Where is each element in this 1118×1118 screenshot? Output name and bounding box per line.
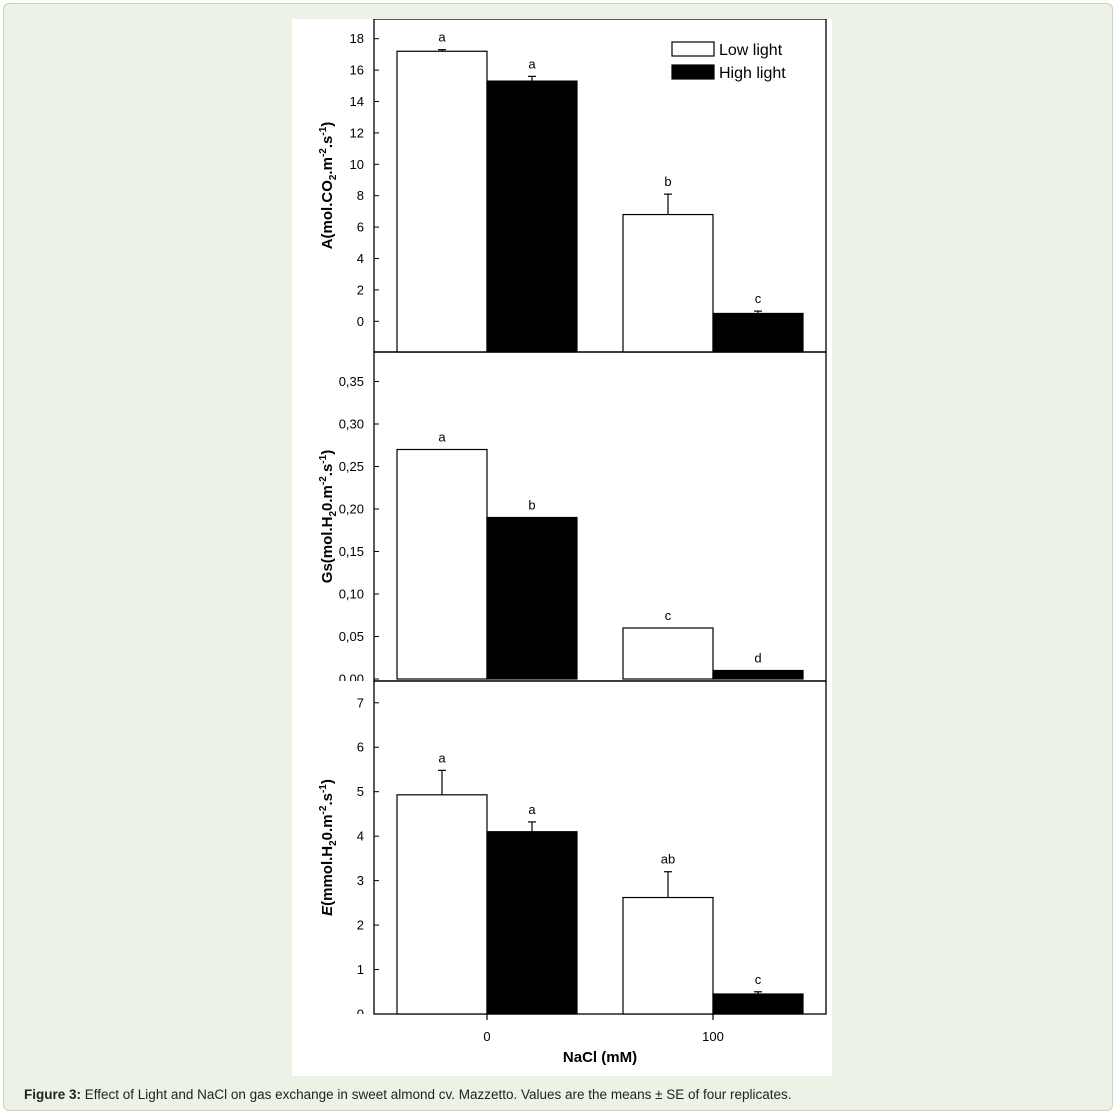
y-tick-label: 12 (350, 125, 364, 140)
y-tick-label: 4 (357, 829, 364, 844)
y-tick-label: 16 (350, 63, 364, 78)
y-tick-label: 0,15 (339, 544, 364, 559)
y-tick-label: 0 (357, 314, 364, 329)
y-tick-label: 0,35 (339, 374, 364, 389)
bar-low-light (622, 213, 714, 353)
y-tick-label: 6 (357, 220, 364, 235)
significance-letter: b (664, 174, 671, 189)
bar-high-light (486, 80, 578, 353)
legend-label: High light (719, 65, 786, 82)
significance-letter: b (528, 498, 535, 513)
caption-text: Effect of Light and NaCl on gas exchange… (81, 1087, 792, 1102)
y-tick-label: 3 (357, 873, 364, 888)
bar-high-light (712, 669, 804, 680)
y-tick-label: 7 (357, 695, 364, 710)
x-axis-label: NaCl (mM) (563, 1049, 637, 1066)
y-tick-label: 6 (357, 740, 364, 755)
y-tick-label: 5 (357, 784, 364, 799)
y-tick-label: 0,10 (339, 587, 364, 602)
legend-swatch-low-light (671, 41, 715, 57)
y-tick-label: 2 (357, 282, 364, 297)
y-axis-label-middle: Gs(mol.H20.m-2.s-1) (318, 450, 339, 583)
bar-low-light (622, 896, 714, 1015)
bar-high-light (712, 993, 804, 1015)
bar-low-light (396, 50, 488, 353)
y-axis-label-bottom: E(mmol.H20.m-2.s-1) (318, 779, 339, 916)
y-tick-label: 1 (357, 962, 364, 977)
significance-letter: a (528, 56, 536, 71)
significance-letter: c (755, 972, 762, 987)
significance-letter: a (438, 750, 446, 765)
legend-swatch-high-light (671, 64, 715, 80)
figure-panel: 0 2 4 6 8 10 12 14 16 18 a b a c A(mol.CO2.m-2.s-1) Low… (292, 18, 832, 1076)
bar-low-light (396, 794, 488, 1015)
y-axis-label-top: A(mol.CO2.m-2.s-1) (318, 122, 339, 250)
panel-frame-bottom (373, 680, 827, 1015)
y-tick-label: 8 (357, 188, 364, 203)
y-tick-label: 0,20 (339, 502, 364, 517)
bar-high-light (486, 516, 578, 680)
y-tick-label: 0,05 (339, 629, 364, 644)
y-tick-label: 10 (350, 157, 364, 172)
bar-high-light (486, 831, 578, 1015)
y-tick-label: 0,30 (339, 417, 364, 432)
x-tick-label: 100 (702, 1029, 724, 1044)
legend-label: Low light (719, 42, 783, 59)
caption-label: Figure 3: (24, 1087, 82, 1102)
significance-letter: d (754, 651, 761, 666)
significance-letter: a (528, 802, 536, 817)
significance-letter: a (438, 430, 446, 445)
significance-letter: a (438, 30, 446, 45)
significance-letter: c (665, 608, 672, 623)
y-tick-label: 0 (357, 1007, 364, 1022)
figure-frame: 0 2 4 6 8 10 12 14 16 18 a b a c A(mol.CO2.m-2.s-1) Low… (3, 3, 1113, 1111)
y-tick-label: 4 (357, 251, 364, 266)
significance-letter: ab (661, 852, 675, 867)
y-tick-label: 0,25 (339, 459, 364, 474)
y-tick-label: 2 (357, 918, 364, 933)
significance-letter: c (755, 291, 762, 306)
figure-caption: Figure 3: Effect of Light and NaCl on ga… (24, 1087, 792, 1102)
bar-low-light (622, 627, 714, 680)
bar-high-light (712, 312, 804, 353)
x-tick-label: 0 (483, 1029, 490, 1044)
y-tick-label: 0,00 (339, 672, 364, 687)
y-tick-label: 18 (350, 31, 364, 46)
bar-low-light (396, 448, 488, 680)
y-tick-label: 14 (350, 94, 364, 109)
